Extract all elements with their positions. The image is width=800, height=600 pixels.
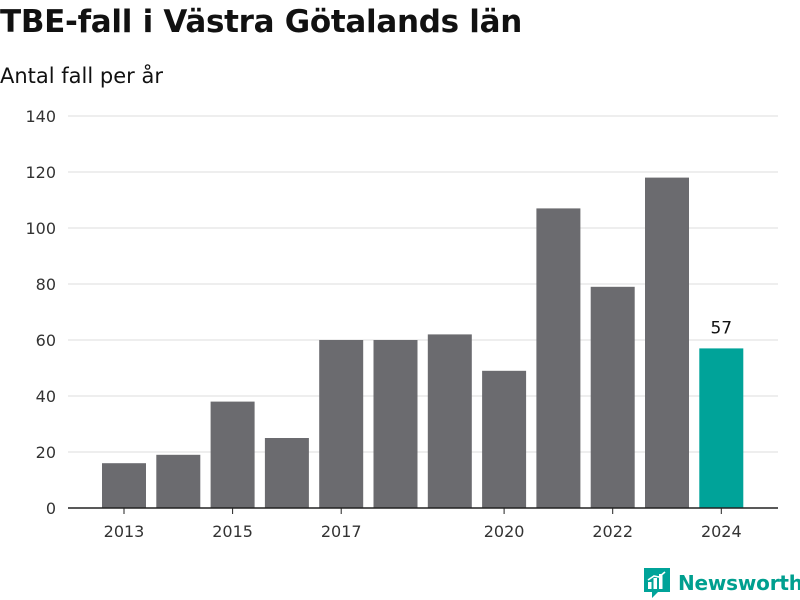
x-tick-label: 2015	[212, 522, 253, 541]
bar-2014	[156, 454, 201, 508]
y-tick-label: 120	[25, 163, 56, 182]
y-tick-label: 40	[36, 387, 56, 406]
x-tick-label: 2020	[484, 522, 525, 541]
bar-2019	[427, 334, 472, 508]
bar-2023	[645, 177, 689, 508]
bar-2024	[699, 348, 744, 508]
x-tick-label: 2013	[104, 522, 145, 541]
bar-2015	[210, 401, 255, 508]
data-label-2024: 57	[710, 318, 732, 338]
bar-2013	[102, 463, 146, 508]
chart-subtitle: Antal fall per år	[0, 64, 163, 88]
y-tick-label: 100	[25, 219, 56, 238]
y-tick-label: 80	[36, 275, 56, 294]
bar-2021	[536, 208, 581, 508]
y-tick-label: 20	[36, 443, 56, 462]
bar-2016	[264, 438, 309, 508]
chart-title: TBE-fall i Västra Götalands län	[0, 4, 523, 40]
brand-logo: Newsworthy	[644, 568, 800, 598]
y-axis-labels: 0 20 40 60 80 100 120 140	[25, 107, 56, 518]
bars	[102, 177, 744, 508]
x-tick-label: 2024	[701, 522, 742, 541]
data-labels: 57	[710, 318, 732, 338]
bar-2022	[590, 286, 635, 508]
brand-name: Newsworthy	[678, 571, 800, 595]
x-tick-label: 2017	[321, 522, 362, 541]
y-tick-label: 140	[25, 107, 56, 126]
bar-2020	[482, 370, 527, 508]
x-axis: 2013 2015 2017 2020 2022 2024	[68, 507, 778, 541]
y-tick-label: 0	[46, 499, 56, 518]
y-tick-label: 60	[36, 331, 56, 350]
x-tick-label: 2022	[592, 522, 633, 541]
bar-2018	[373, 340, 418, 508]
bar-2017	[319, 340, 364, 508]
chart-logo-icon	[644, 568, 670, 598]
